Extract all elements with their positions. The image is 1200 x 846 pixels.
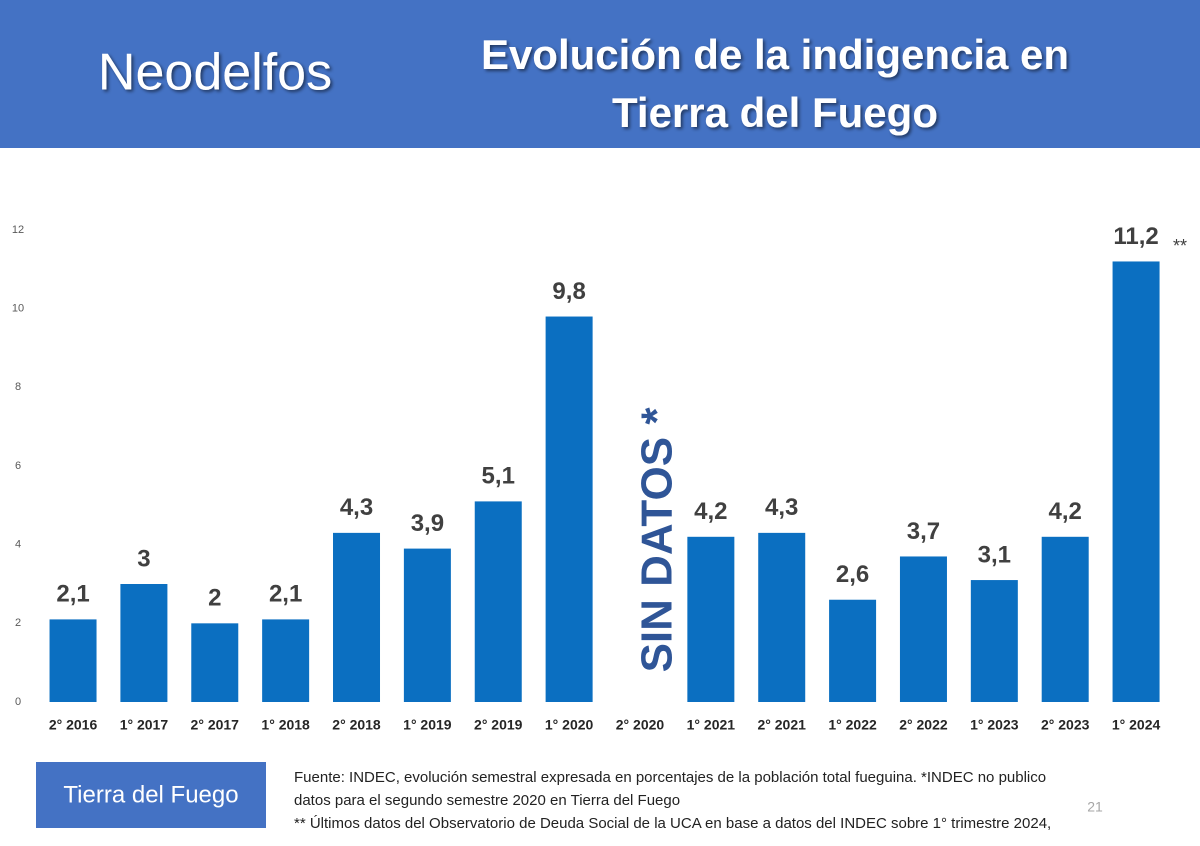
footnote: Fuente: INDEC, evolución semestral expre… [294, 769, 1046, 786]
brand: Neodelfos [98, 44, 332, 102]
value-label: 3,1 [978, 541, 1011, 568]
x-tick-label: 1° 2017 [120, 717, 169, 733]
footnote: datos para el segundo semestre 2020 en T… [294, 792, 680, 809]
x-tick-label: 1° 2019 [403, 717, 452, 733]
x-tick-label: 2° 2021 [758, 717, 807, 733]
value-label: 11,2 [1113, 223, 1158, 250]
bar [49, 619, 97, 702]
value-label: 3 [137, 545, 150, 572]
bar [120, 584, 168, 702]
x-tick-label: 2° 2023 [1041, 717, 1090, 733]
bar [191, 623, 239, 702]
x-tick-label: 1° 2018 [261, 717, 310, 733]
title-line: Tierra del Fuego [612, 89, 938, 136]
y-tick-label: 4 [15, 539, 21, 551]
header-band [0, 0, 1200, 148]
value-label: 2,1 [269, 581, 302, 608]
bar [1112, 261, 1160, 702]
y-tick-label: 0 [15, 696, 21, 708]
bar [970, 580, 1018, 702]
region-label: Tierra del Fuego [63, 781, 238, 808]
page-number: 21 [1087, 799, 1103, 815]
y-tick-label: 6 [15, 460, 21, 472]
x-tick-label: 1° 2022 [828, 717, 877, 733]
x-tick-label: 1° 2024 [1112, 717, 1161, 733]
value-label: 3,9 [411, 510, 444, 537]
y-tick-label: 2 [15, 617, 21, 629]
bar [1041, 536, 1089, 702]
value-label: 4,2 [1049, 498, 1082, 525]
x-tick-label: 1° 2021 [687, 717, 736, 733]
chart: 0 2 4 6 8 10 12 2° 2016 2,1 1° 2017 3 2° 2017 2 1° 20… [12, 223, 1187, 733]
value-label: 9,8 [552, 278, 585, 305]
value-label: 3,7 [907, 518, 940, 545]
bar [474, 501, 522, 702]
bar [262, 619, 310, 702]
y-tick-label: 8 [15, 381, 21, 393]
x-tick-label: 2° 2019 [474, 717, 523, 733]
x-tick-label: 1° 2020 [545, 717, 594, 733]
x-tick-label: 1° 2023 [970, 717, 1019, 733]
value-label: 2,6 [836, 561, 869, 588]
value-label: 4,3 [340, 494, 373, 521]
footnote-marker: ** [1173, 236, 1187, 256]
bar [829, 599, 877, 702]
title-line: Evolución de la indigencia en [481, 31, 1069, 78]
value-label: 5,1 [482, 463, 515, 490]
value-label: 2 [208, 585, 221, 612]
value-label: 2,1 [56, 581, 89, 608]
bar [899, 556, 947, 702]
x-tick-label: 2° 2020 [616, 717, 665, 733]
bar [545, 316, 593, 702]
value-label: 4,3 [765, 494, 798, 521]
x-tick-label: 2° 2018 [332, 717, 381, 733]
y-tick-label: 10 [12, 303, 24, 315]
bar [333, 532, 381, 702]
bar [758, 532, 806, 702]
no-data-annotation: SIN DATOS * [633, 407, 682, 673]
y-tick-label: 12 [12, 224, 24, 236]
bar [403, 548, 451, 702]
x-tick-label: 2° 2017 [191, 717, 240, 733]
region-box [36, 762, 266, 828]
value-label: 4,2 [694, 498, 727, 525]
x-tick-label: 2° 2022 [899, 717, 948, 733]
bar [687, 536, 735, 702]
footnote: ** Últimos datos del Observatorio de Deu… [294, 815, 1051, 832]
x-tick-label: 2° 2016 [49, 717, 98, 733]
